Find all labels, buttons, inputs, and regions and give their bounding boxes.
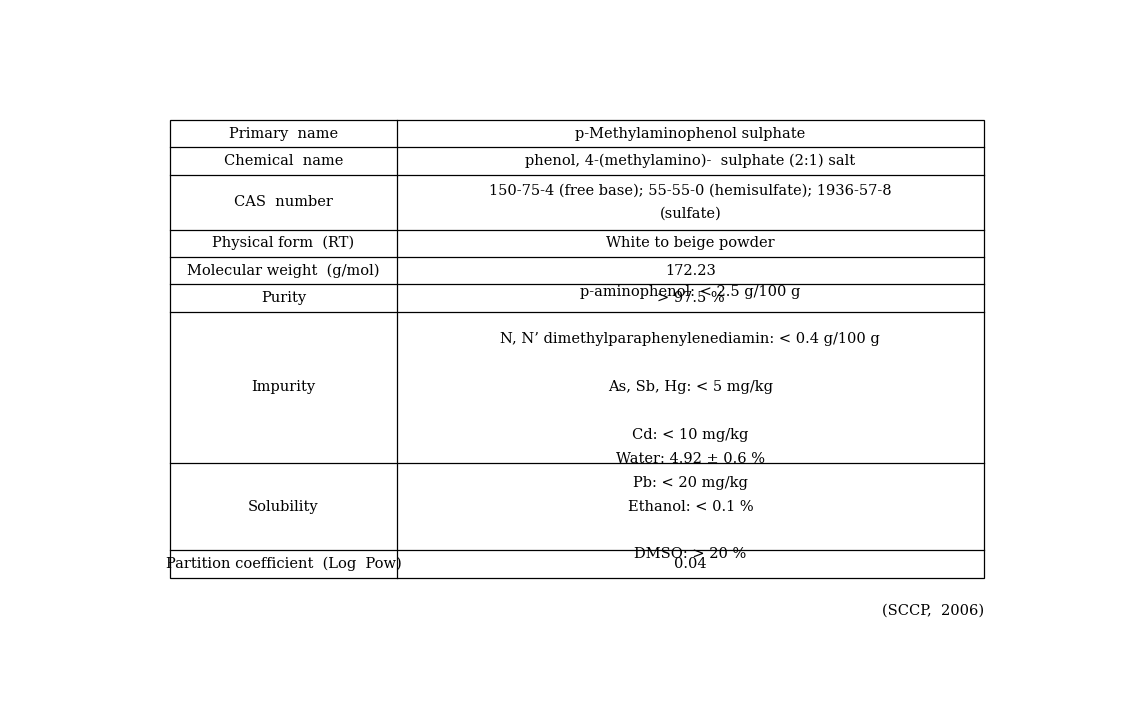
- Text: Chemical  name: Chemical name: [224, 154, 344, 168]
- Text: Impurity: Impurity: [252, 380, 315, 394]
- Text: 172.23: 172.23: [664, 264, 715, 278]
- Text: White to beige powder: White to beige powder: [606, 236, 775, 250]
- Text: Physical form  (RT): Physical form (RT): [212, 236, 355, 250]
- Text: phenol, 4-(methylamino)-  sulphate (2:1) salt: phenol, 4-(methylamino)- sulphate (2:1) …: [525, 154, 855, 168]
- Text: p-aminophenol: < 2.5 g/100 g

N, N’ dimethylparaphenylenediamin: < 0.4 g/100 g

: p-aminophenol: < 2.5 g/100 g N, N’ dimet…: [501, 285, 880, 490]
- Text: CAS  number: CAS number: [234, 195, 333, 209]
- Text: Partition coefficient  (Log  Pow): Partition coefficient (Log Pow): [166, 557, 401, 571]
- Text: p-Methylaminophenol sulphate: p-Methylaminophenol sulphate: [575, 127, 806, 141]
- Text: Solubility: Solubility: [249, 500, 319, 513]
- Bar: [171, 120, 984, 578]
- Text: Primary  name: Primary name: [229, 127, 338, 141]
- Text: 0.04: 0.04: [673, 557, 706, 571]
- Text: Water: 4.92 ± 0.6 %

Ethanol: < 0.1 %

DMSO: > 20 %: Water: 4.92 ± 0.6 % Ethanol: < 0.1 % DMS…: [616, 452, 765, 562]
- Text: Molecular weight  (g/mol): Molecular weight (g/mol): [188, 263, 380, 278]
- Text: (SCCP,  2006): (SCCP, 2006): [881, 604, 984, 618]
- Text: Purity: Purity: [261, 291, 306, 305]
- Text: > 97.5 %: > 97.5 %: [657, 291, 724, 305]
- Text: 150-75-4 (free base); 55-55-0 (hemisulfate); 1936-57-8
(sulfate): 150-75-4 (free base); 55-55-0 (hemisulfa…: [489, 183, 892, 221]
